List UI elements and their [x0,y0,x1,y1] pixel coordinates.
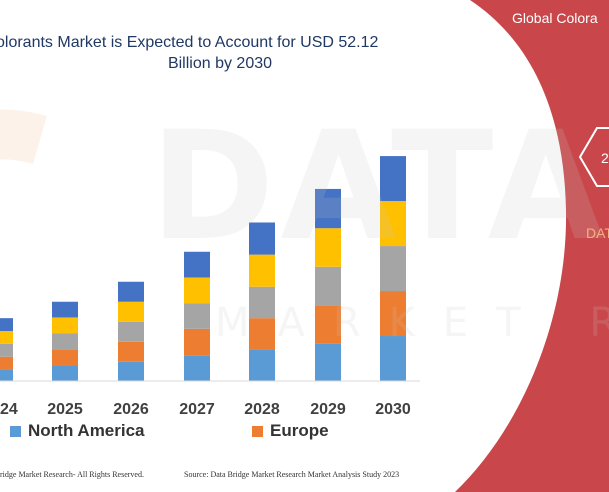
hexagon-badge-icon [578,127,609,187]
watermark-subtext: MARKET RESE [215,300,609,346]
bar-segment-2026-s1 [118,341,144,362]
bar-segment-2026-s2 [118,321,144,342]
footer-source: Source: Data Bridge Market Research Mark… [184,470,400,479]
x-tick-label-24: 24 [0,401,18,418]
footer-copyright: ridge Market Research- All Rights Reserv… [0,470,144,479]
right-panel-background [455,0,609,492]
bar-segment-2028-s1 [249,318,275,350]
bar-segment-2030-s0 [380,336,406,381]
bar-segment-2025-s1 [52,349,78,367]
bar-segment-2030-s2 [380,246,406,292]
right-panel-badge-value: 2 [601,150,609,166]
bar-segment-2029-s4 [315,188,341,229]
legend-swatch-north-america [10,425,21,437]
x-tick-label-2028: 2028 [244,401,280,418]
bar-segment-2030-s4 [380,156,406,202]
bar-segment-2029-s0 [315,343,341,381]
bar-segment-24-s2 [0,343,13,357]
x-tick-label-2029: 2029 [310,401,346,418]
x-tick-label-2026: 2026 [113,401,149,418]
bar-segment-2028-s3 [249,254,275,287]
legend-label-europe: Europe [270,421,329,440]
legend-label-north-america: North America [28,421,145,440]
bar-segment-2025-s4 [52,301,78,318]
bar-segment-2030-s1 [380,291,406,337]
bar-segment-2030-s3 [380,201,406,247]
legend-item-europe: Europe [252,421,329,441]
x-tick-label-2030: 2030 [375,401,411,418]
bar-segment-2027-s0 [184,355,210,381]
right-panel-brand: DAT [586,225,609,241]
bar-segment-2026-s3 [118,301,144,322]
bar-segment-24-s0 [0,369,13,381]
bar-segment-24-s3 [0,331,13,344]
bar-segment-24-s1 [0,356,13,370]
bar-segment-2027-s3 [184,277,210,304]
bar-segment-2026-s0 [118,361,144,381]
right-panel-title: Global Colora [512,10,598,26]
bar-segment-2028-s4 [249,222,275,255]
bar-segment-2029-s1 [315,305,341,344]
bar-segment-2029-s3 [315,228,341,267]
bar-segment-2027-s1 [184,328,210,356]
bar-segment-2027-s2 [184,303,210,329]
bar-segment-2028-s0 [249,349,275,381]
bar-segment-2029-s2 [315,266,341,306]
legend-swatch-europe [252,425,263,437]
bar-segment-2025-s2 [52,333,78,350]
bar-segment-24-s4 [0,318,13,332]
right-panel-shape [455,0,609,492]
bar-segment-2027-s4 [184,251,210,278]
x-tick-label-2027: 2027 [179,401,215,418]
bar-segment-2025-s0 [52,366,78,381]
bar-segment-2028-s2 [249,286,275,319]
bar-segment-2025-s3 [52,317,78,334]
legend-item-north-america: North America [10,421,145,441]
chart-title-line-1: olorants Market is Expected to Account f… [0,34,379,51]
x-tick-label-2025: 2025 [47,401,83,418]
x-tick-labels: 24 2025 2026 2027 2028 2029 2030 [0,401,411,418]
chart-title-line-2: Billion by 2030 [167,55,273,72]
bar-segment-2026-s4 [118,281,144,302]
bar-series-group [0,156,406,381]
watermark-logo-text: DATABRI [150,100,609,274]
